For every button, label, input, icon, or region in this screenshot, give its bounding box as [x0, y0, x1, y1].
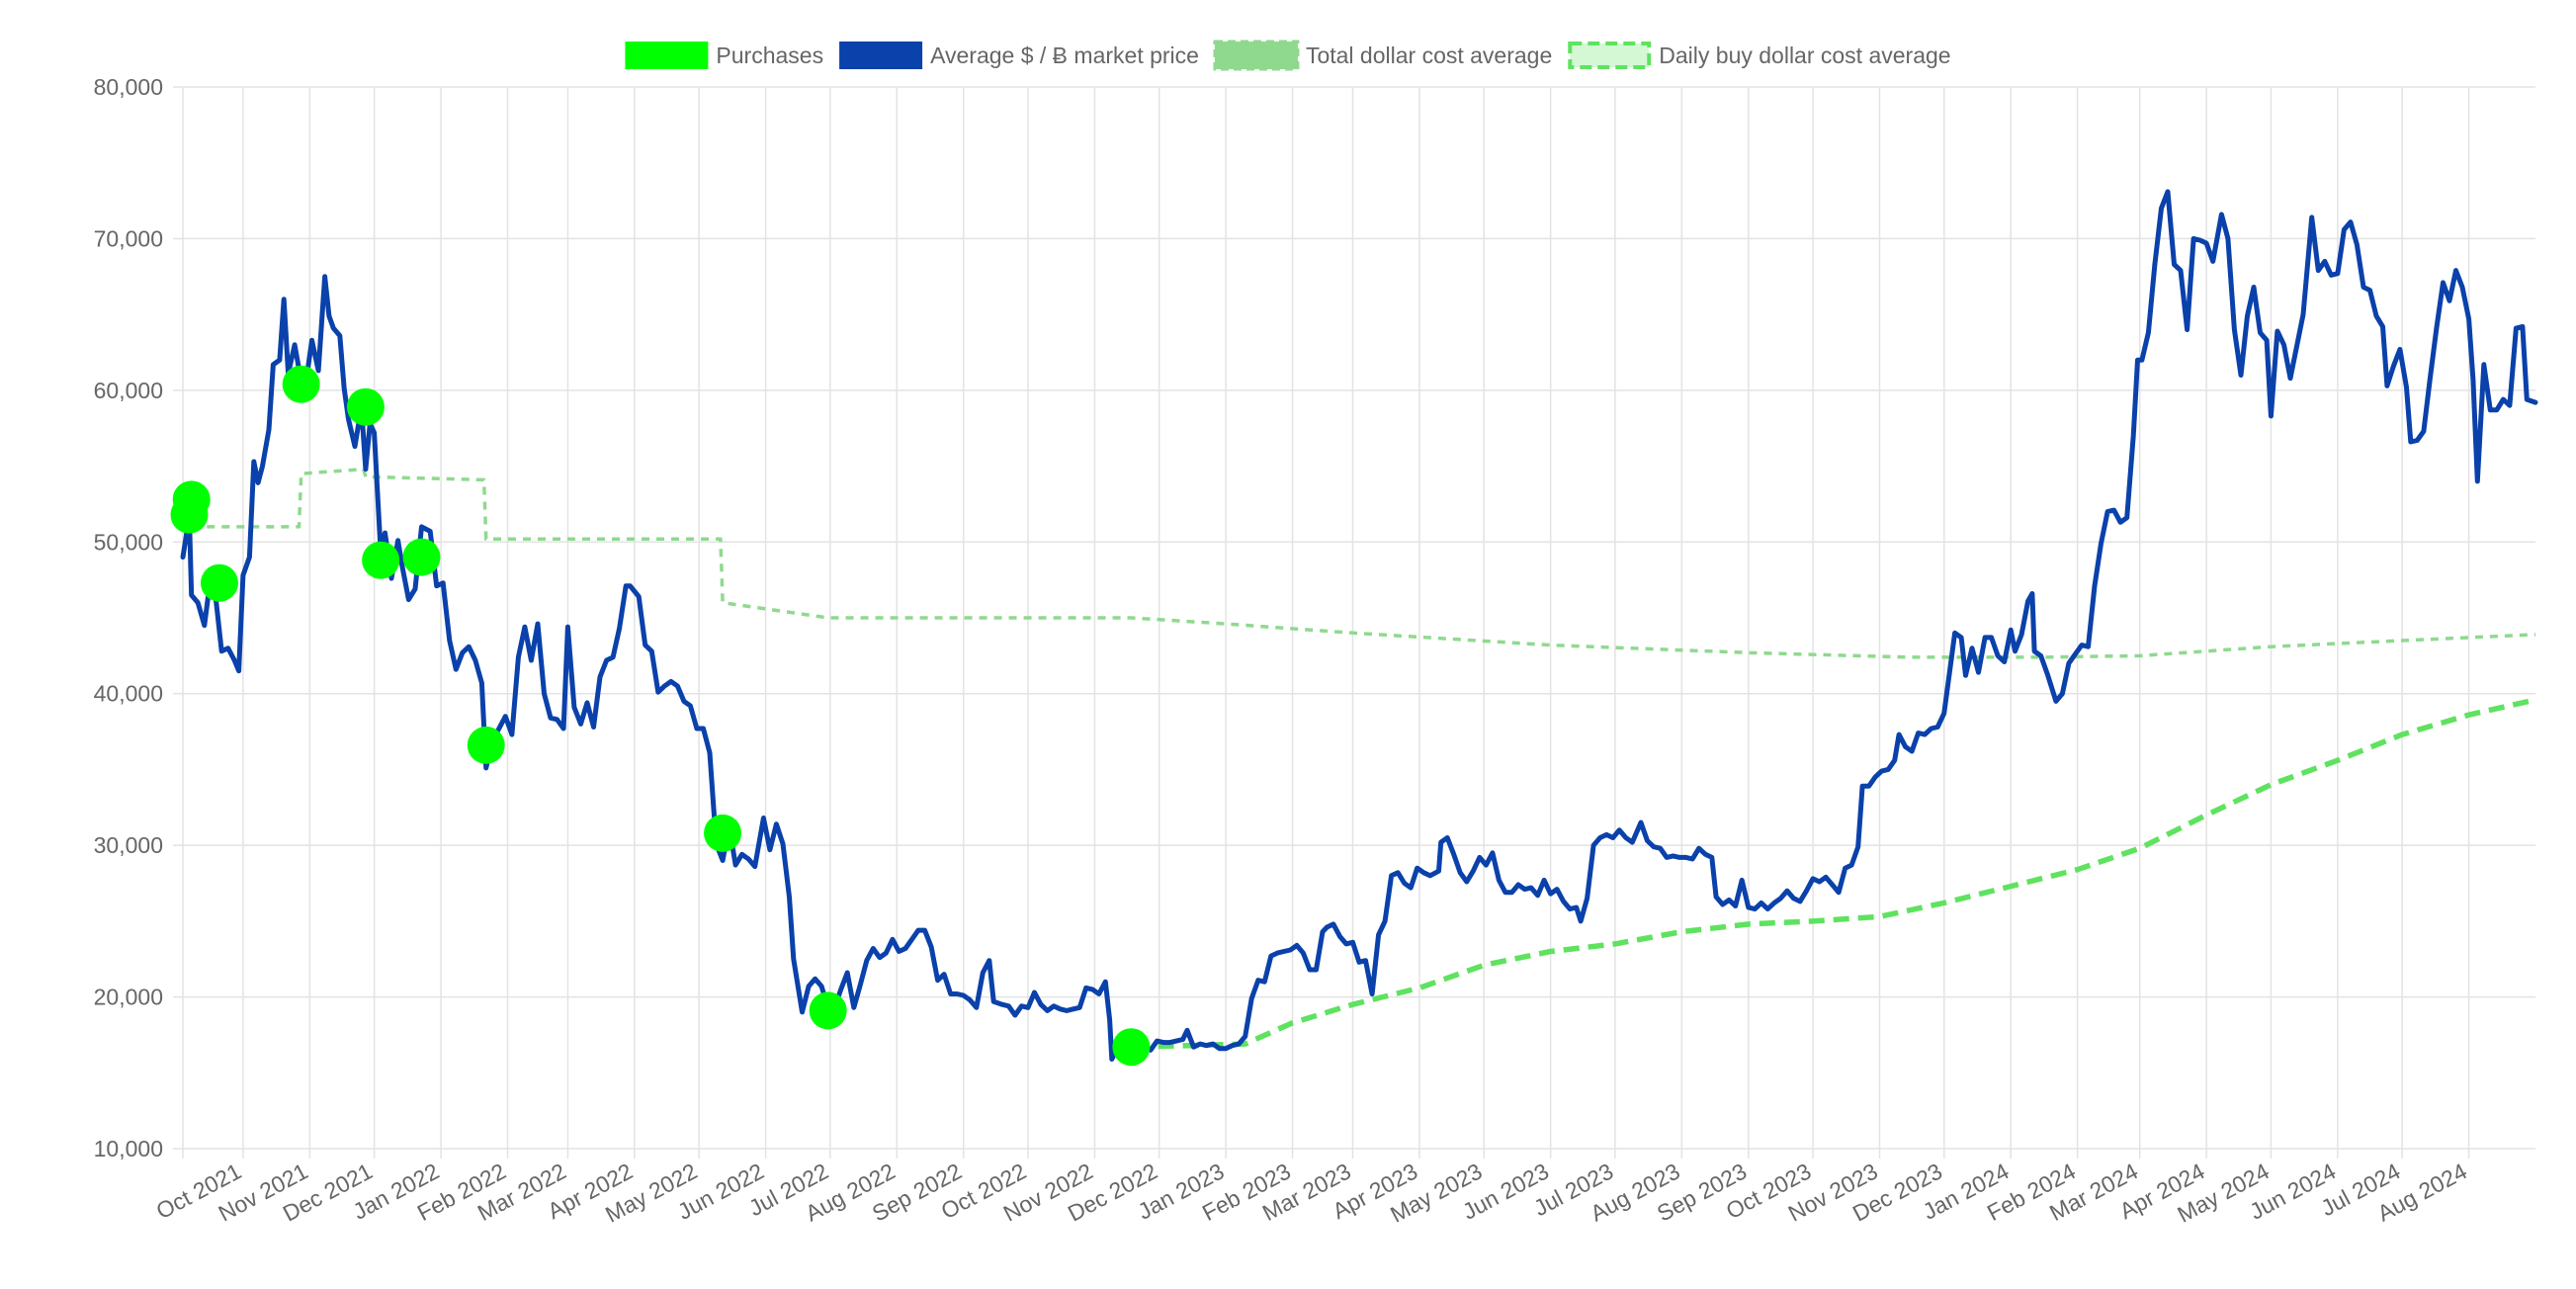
purchase-point — [704, 814, 742, 852]
legend-item: Daily buy dollar cost average — [1568, 42, 1951, 69]
legend-item: Average $ / Ƀ market price — [839, 42, 1199, 69]
purchase-point — [200, 563, 238, 602]
purchase-point — [362, 541, 400, 579]
series-area — [180, 189, 2538, 1062]
legend-swatch — [1568, 42, 1652, 69]
grid — [182, 86, 2535, 1159]
purchase-points — [170, 365, 1151, 1067]
y-tick-label: 60,000 — [94, 378, 163, 403]
legend-item: Total dollar cost average — [1213, 40, 1552, 71]
daily-dca-line — [1133, 697, 2536, 1050]
purchase-point — [402, 538, 441, 576]
y-tick-label: 80,000 — [94, 74, 163, 100]
legend-swatch — [625, 42, 709, 69]
purchase-point — [467, 726, 505, 764]
y-tick-label: 20,000 — [94, 985, 163, 1010]
purchase-point — [809, 991, 847, 1030]
legend-label: Total dollar cost average — [1306, 43, 1552, 68]
market-price-line — [180, 189, 2538, 1062]
purchase-point — [282, 365, 320, 403]
legend-item: Purchases — [625, 42, 823, 69]
legend-label: Daily buy dollar cost average — [1659, 43, 1950, 68]
legend-label: Purchases — [716, 43, 823, 68]
legend: Purchases Average $ / Ƀ market price Total… — [625, 40, 1951, 71]
legend-swatch — [1213, 40, 1300, 71]
legend-swatch — [839, 42, 923, 69]
y-tick-label: 30,000 — [94, 832, 163, 858]
y-tick-label: 40,000 — [94, 681, 163, 707]
y-tick-label: 10,000 — [94, 1136, 163, 1161]
purchase-point — [1112, 1028, 1151, 1067]
purchase-point — [346, 387, 385, 426]
y-tick-label: 50,000 — [94, 529, 163, 555]
legend-label: Average $ / Ƀ market price — [930, 43, 1199, 68]
purchase-point — [170, 495, 209, 534]
y-axis: 10,000 20,000 30,000 40,000 50,000 60,000 70,0… — [94, 74, 183, 1161]
y-tick-label: 70,000 — [94, 225, 163, 251]
